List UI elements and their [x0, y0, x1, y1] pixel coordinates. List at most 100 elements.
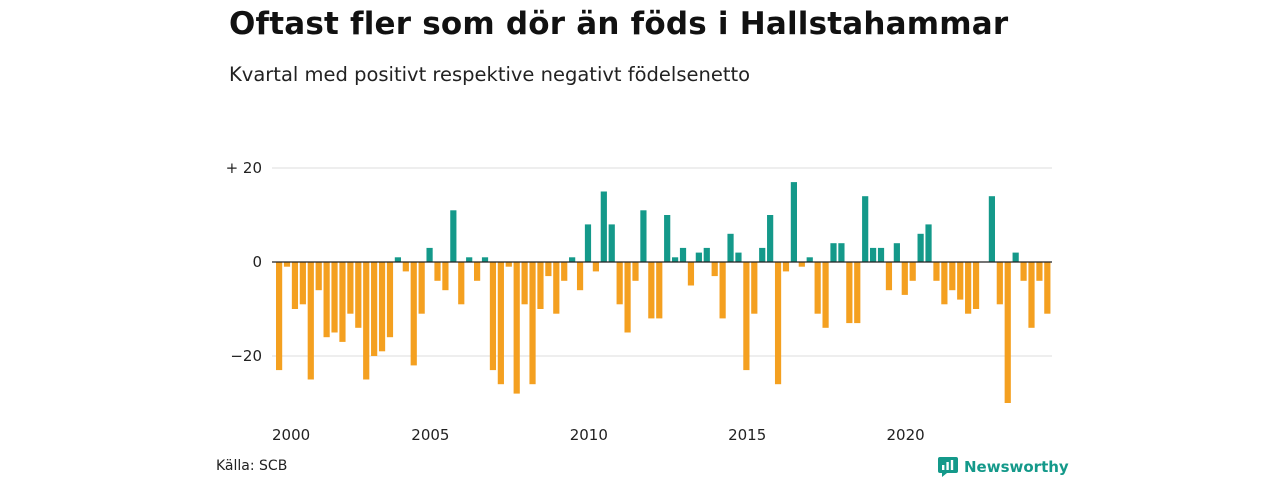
bar-negative [624, 262, 631, 333]
y-tick-label: −20 [230, 347, 262, 365]
bar-negative [339, 262, 346, 342]
bar-positive [608, 224, 615, 262]
bar-positive [664, 215, 671, 262]
bar-positive [925, 224, 932, 262]
bar-negative [933, 262, 940, 281]
bar-negative [743, 262, 750, 371]
bar-negative [291, 262, 299, 309]
x-tick-label: 2005 [411, 426, 449, 444]
bar-negative [434, 262, 441, 281]
bar-negative [1036, 262, 1043, 281]
brand-logo: Newsworthy [938, 456, 1069, 478]
bar-negative [521, 262, 528, 305]
bar-negative [276, 262, 283, 371]
bar-negative [846, 262, 853, 324]
bar-negative [410, 262, 417, 366]
bar-negative [347, 262, 354, 314]
bar-positive [466, 257, 473, 262]
x-tick-label: 2020 [887, 426, 925, 444]
bar-positive [988, 196, 995, 262]
bar-positive [790, 182, 797, 262]
bar-positive [394, 257, 401, 262]
x-tick-label: 2010 [570, 426, 608, 444]
bar-positive [917, 233, 924, 262]
bar-negative [632, 262, 639, 281]
bar-positive [893, 243, 900, 262]
bar-negative [1028, 262, 1035, 328]
bar-positive [877, 247, 885, 262]
bar-negative [331, 262, 338, 333]
bar-negative [545, 262, 552, 277]
bar-negative [553, 262, 560, 314]
bar-negative [418, 262, 425, 314]
bar-negative [315, 262, 322, 291]
bar-negative [378, 262, 386, 352]
bar-negative [283, 262, 291, 267]
bar-negative [474, 262, 481, 281]
bar-positive [735, 252, 742, 262]
bar-negative [497, 262, 504, 385]
bar-negative [814, 262, 821, 314]
bar-positive [426, 247, 433, 262]
bar-negative [774, 262, 782, 385]
x-tick-label: 2000 [272, 426, 310, 444]
bar-negative [1044, 262, 1051, 314]
newsworthy-logo-icon [938, 457, 958, 477]
bar-positive [481, 257, 489, 262]
bar-negative [355, 262, 362, 328]
bar-negative [711, 262, 718, 277]
bar-positive [695, 252, 702, 262]
chart-title: Oftast fler som dör än föds i Hallstaham… [229, 6, 1009, 42]
bar-negative [1020, 262, 1027, 281]
bar-negative [299, 262, 306, 305]
bar-negative [996, 262, 1003, 305]
x-tick-label: 2015 [728, 426, 766, 444]
bar-negative [505, 262, 512, 267]
bar-negative [1004, 262, 1011, 403]
bar-negative [537, 262, 544, 309]
bar-negative [489, 262, 497, 371]
bar-negative [371, 262, 378, 356]
bar-positive [830, 243, 837, 262]
bar-negative [307, 262, 314, 380]
bar-positive [569, 257, 576, 262]
y-tick-label: 0 [252, 253, 262, 271]
bar-negative [719, 262, 726, 319]
bar-negative [648, 262, 655, 319]
bar-positive [1012, 252, 1019, 262]
bar-negative [458, 262, 465, 305]
bar-positive [672, 257, 679, 262]
bar-negative [751, 262, 758, 314]
bar-negative [949, 262, 956, 291]
brand-name: Newsworthy [964, 458, 1069, 476]
bar-positive [870, 247, 877, 262]
bar-negative [561, 262, 568, 281]
bar-negative [323, 262, 330, 338]
y-tick-label: + 20 [226, 159, 262, 177]
bar-positive [759, 247, 766, 262]
bar-negative [901, 262, 908, 295]
chart-subtitle: Kvartal med positivt respektive negativt… [229, 63, 751, 86]
bar-negative [363, 262, 370, 380]
bar-negative [782, 262, 790, 272]
bar-negative [592, 262, 599, 272]
bar-positive [727, 233, 734, 262]
bar-negative [957, 262, 964, 300]
source-note: Källa: SCB [216, 458, 288, 474]
bar-positive [838, 243, 845, 262]
bar-negative [972, 262, 980, 309]
bar-positive [640, 210, 647, 262]
bar-negative [656, 262, 663, 319]
bar-negative [798, 262, 805, 267]
bar-negative [386, 262, 394, 338]
bar-positive [600, 191, 607, 262]
bar-negative [822, 262, 829, 328]
bar-positive [862, 196, 869, 262]
bar-negative [513, 262, 520, 394]
bar-negative [529, 262, 536, 385]
bar-positive [767, 215, 774, 262]
bar-negative [909, 262, 916, 281]
bar-negative [442, 262, 449, 291]
bar-positive [806, 257, 813, 262]
